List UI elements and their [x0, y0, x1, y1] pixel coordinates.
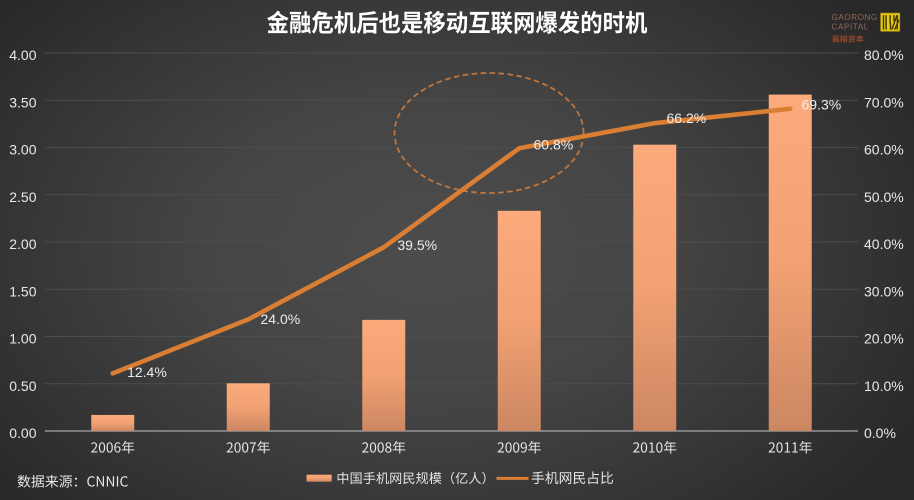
svg-text:3.00: 3.00 [9, 142, 36, 158]
svg-text:20.0%: 20.0% [864, 331, 904, 347]
svg-text:CAPITAL: CAPITAL [832, 23, 869, 32]
svg-text:24.0%: 24.0% [261, 311, 301, 327]
svg-text:70.0%: 70.0% [864, 94, 904, 110]
svg-text:66.2%: 66.2% [667, 110, 707, 126]
svg-text:10.0%: 10.0% [864, 378, 904, 394]
svg-text:40.0%: 40.0% [864, 236, 904, 252]
svg-text:60.0%: 60.0% [864, 142, 904, 158]
svg-text:50.0%: 50.0% [864, 189, 904, 205]
svg-text:69.3%: 69.3% [802, 97, 842, 113]
svg-text:39.5%: 39.5% [397, 237, 437, 253]
svg-text:0.0%: 0.0% [864, 425, 896, 441]
svg-text:1.50: 1.50 [9, 283, 36, 299]
svg-text:4.00: 4.00 [9, 47, 36, 63]
svg-text:2.00: 2.00 [9, 236, 36, 252]
svg-text:0.50: 0.50 [9, 378, 36, 394]
svg-text:0.00: 0.00 [9, 425, 36, 441]
svg-text:80.0%: 80.0% [864, 47, 904, 63]
svg-text:1.00: 1.00 [9, 331, 36, 347]
svg-text:12.4%: 12.4% [127, 364, 167, 380]
svg-text:2.50: 2.50 [9, 189, 36, 205]
svg-text:60.8%: 60.8% [534, 136, 574, 152]
svg-text:GAORONG: GAORONG [832, 13, 878, 22]
svg-text:3.50: 3.50 [9, 94, 36, 110]
svg-text:30.0%: 30.0% [864, 283, 904, 299]
